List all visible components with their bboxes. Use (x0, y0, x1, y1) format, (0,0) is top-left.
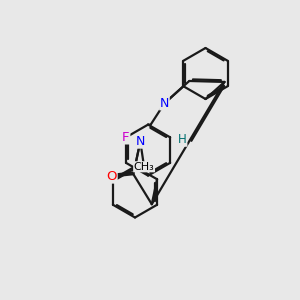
Text: O: O (106, 170, 117, 183)
Text: N: N (136, 135, 145, 148)
Text: F: F (122, 131, 130, 144)
Text: N: N (160, 97, 169, 110)
Text: CH₃: CH₃ (134, 162, 154, 172)
Text: H: H (178, 133, 187, 146)
